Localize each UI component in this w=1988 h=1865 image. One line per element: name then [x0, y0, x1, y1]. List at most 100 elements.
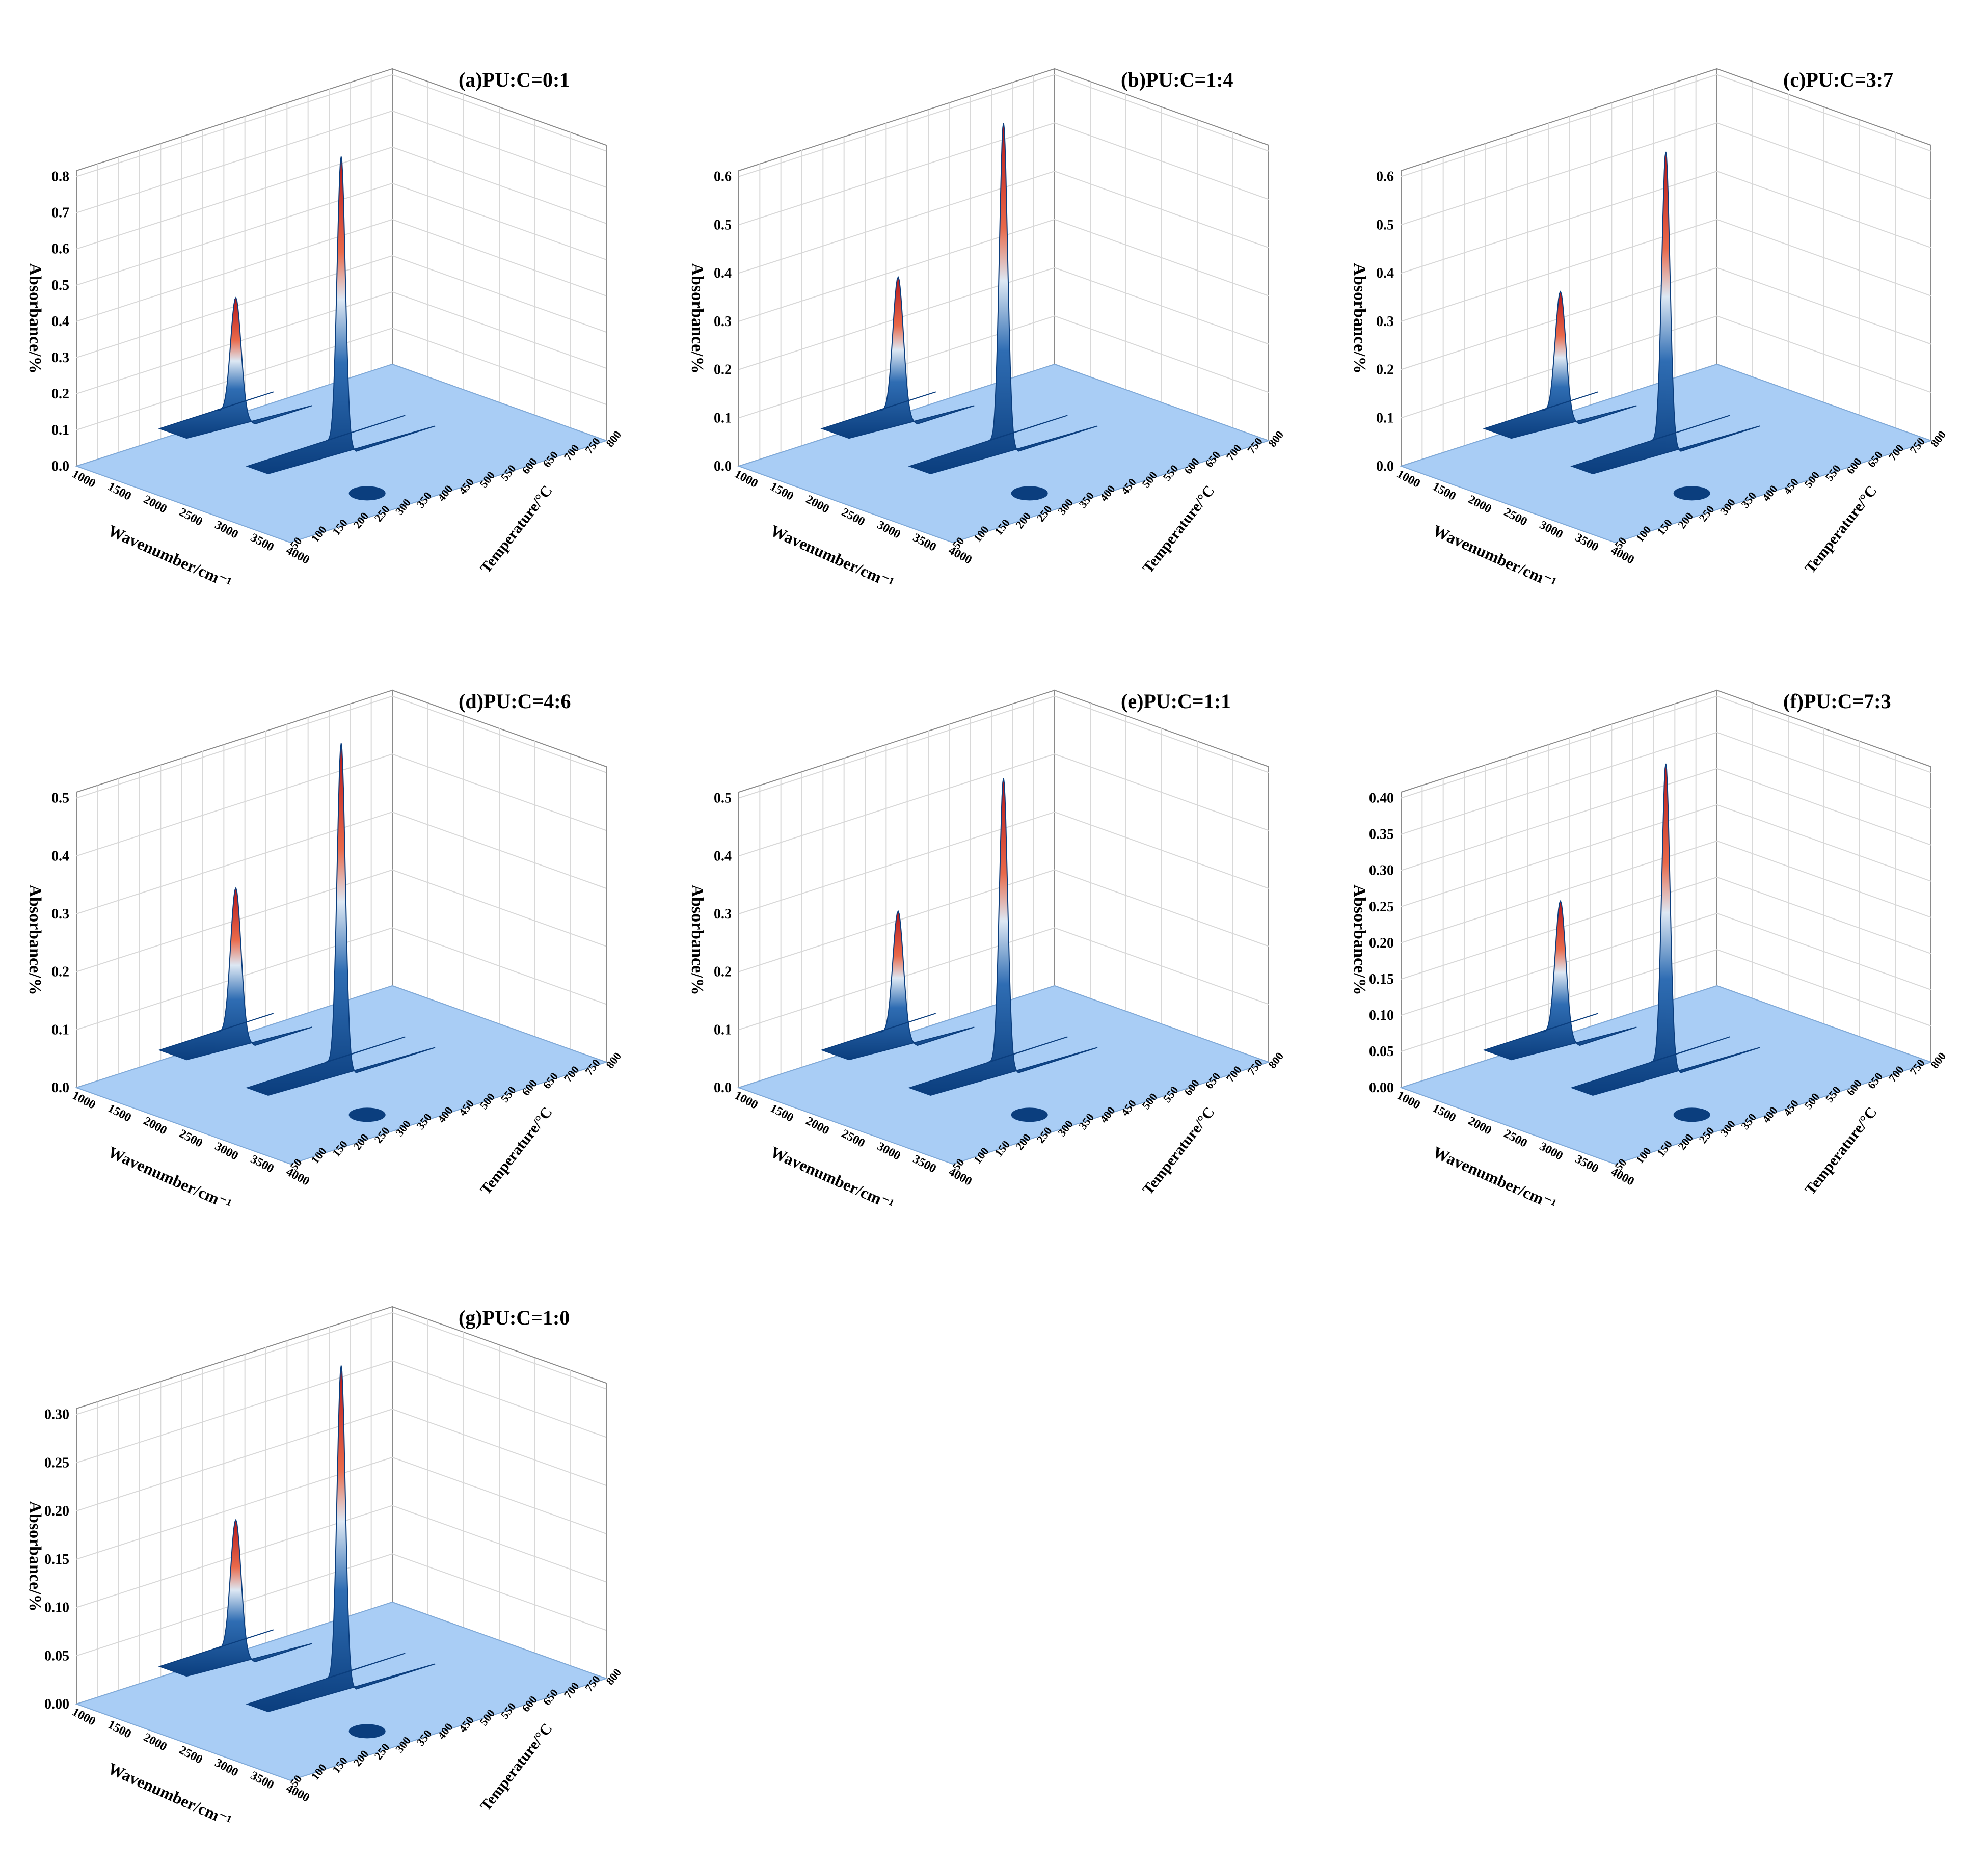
grid-line	[738, 122, 1269, 226]
peak-3600	[348, 1724, 386, 1739]
peak-2350	[908, 122, 1098, 475]
y-tick-label: 0.25	[44, 1455, 69, 1471]
grid-line	[738, 869, 1269, 972]
peak-1050	[1483, 290, 1637, 439]
panel-d: 0.0 0.1 0.2 0.3 0.4 0.5 Absorbance/% 1000 1500 20…	[10, 632, 673, 1248]
grid-line	[738, 267, 1269, 370]
chart-svg: 0.00 0.05 0.10 0.15 0.20 0.25 0.30 0.35 0.40 Abso…	[1350, 689, 1948, 1213]
y-axis-title: Absorbance/%	[25, 1501, 44, 1611]
grid-line	[76, 1312, 607, 1415]
z-axis-title: Temperature/°C	[1802, 1104, 1880, 1198]
y-tick-label: 0.5	[714, 217, 732, 233]
x-axis-title: Wavenumber/cm⁻¹	[768, 521, 897, 592]
y-tick-label: 0.2	[51, 386, 69, 402]
peak-1050	[820, 276, 975, 439]
y-axis-title: Absorbance/%	[1350, 884, 1369, 995]
y-tick-label: 0.2	[714, 362, 732, 378]
grid-line	[76, 327, 607, 430]
y-tick-label: 0.4	[714, 848, 732, 864]
y-tick-label: 0.00	[1369, 1080, 1394, 1096]
y-tick-label: 0.10	[1369, 1008, 1394, 1023]
y-tick-label: 0.3	[1376, 314, 1394, 330]
x-axis-title: Wavenumber/cm⁻¹	[1430, 521, 1559, 592]
grid-line	[738, 927, 1269, 1031]
y-axis-title: Absorbance/%	[688, 884, 707, 995]
grid-line	[1401, 732, 1931, 835]
y-tick-label: 0.30	[1369, 863, 1394, 879]
grid-line	[76, 1409, 607, 1512]
grid-line	[1401, 171, 1931, 274]
grid-line	[738, 219, 1269, 322]
y-tick-label: 0.3	[51, 350, 69, 366]
grid-line	[738, 315, 1269, 419]
grid-line	[76, 1360, 607, 1464]
chart-svg: 0.00.10.20.30.40.50.6Absorbance/%1000150…	[1350, 68, 1948, 592]
chart-svg: 0.00.10.20.30.40.5Absorbance/%1000150020…	[688, 689, 1286, 1213]
y-tick-label: 0.10	[44, 1600, 69, 1616]
peak-3600	[348, 1107, 386, 1122]
grid-line	[1401, 840, 1931, 943]
x-axis-title: Wavenumber/cm⁻¹	[768, 1143, 897, 1213]
panel-title: (d)PU:C=4:6	[459, 690, 571, 713]
peak-3600	[1673, 486, 1710, 501]
y-tick-label: 0.2	[1376, 362, 1394, 378]
y-tick-label: 0.5	[714, 791, 732, 806]
y-tick-label: 0.05	[1369, 1044, 1394, 1060]
peak-1050	[820, 910, 975, 1061]
y-tick-label: 0.25	[1369, 899, 1394, 915]
y-tick-label: 0.20	[44, 1503, 69, 1519]
peak-3600	[1011, 486, 1048, 501]
grid-line	[1401, 876, 1931, 980]
grid-line	[76, 110, 607, 213]
panel-title: (e)PU:C=1:1	[1121, 690, 1231, 713]
y-tick-label: 0.0	[51, 1080, 69, 1096]
y-tick-label: 0.5	[1376, 217, 1394, 233]
y-tick-label: 0.20	[1369, 935, 1394, 951]
peak-3600	[1011, 1107, 1048, 1122]
peak-2350	[246, 1365, 436, 1713]
grid-line	[76, 927, 607, 1031]
z-axis-title: Temperature/°C	[1139, 1104, 1218, 1198]
y-tick-label: 0.15	[1369, 971, 1394, 987]
z-axis-title: Temperature/°C	[477, 1104, 555, 1198]
y-tick-label: 0.4	[51, 848, 69, 864]
peak-2350	[246, 156, 436, 475]
grid-line	[76, 753, 607, 857]
y-axis-title: Absorbance/%	[1350, 263, 1369, 373]
y-axis-title: Absorbance/%	[25, 263, 44, 373]
grid-line	[1401, 74, 1931, 177]
panel-a: 0.0 0.1 0.2 0.3 0.4 0.5 0.6 0.7 0.8 Absorbance/% 1…	[10, 10, 673, 627]
grid-line	[76, 869, 607, 972]
panel-title: (a)PU:C=0:1	[459, 68, 570, 91]
y-tick-label: 0.1	[714, 1022, 732, 1038]
grid-line	[76, 1505, 607, 1608]
z-axis-title: Temperature/°C	[1802, 482, 1880, 577]
grid-line	[76, 1456, 607, 1560]
grid-line	[1401, 949, 1931, 1052]
peak-1050	[158, 1519, 312, 1677]
grid-line	[1401, 315, 1931, 419]
grid-line	[738, 811, 1269, 914]
peak-1050	[1483, 900, 1637, 1061]
y-tick-label: 0.30	[44, 1407, 69, 1423]
grid-line	[1401, 219, 1931, 322]
panel-title: (g)PU:C=1:0	[459, 1306, 570, 1329]
peak-1050	[158, 886, 312, 1061]
grid-line	[738, 695, 1269, 799]
chart-svg: 0.00.10.20.30.40.50.6Absorbance/%1000150…	[688, 68, 1286, 592]
y-tick-label: 0.3	[51, 906, 69, 922]
chart-svg: 0.00.10.20.30.40.50.60.70.8Absorbance/%1…	[25, 68, 624, 592]
y-tick-label: 0.8	[51, 169, 69, 185]
grid-line	[76, 219, 607, 322]
x-axis-title: Wavenumber/cm⁻¹	[105, 1143, 234, 1213]
y-tick-label: 0.3	[714, 314, 732, 330]
y-axis-title: Absorbance/%	[25, 884, 44, 995]
peak-2350	[1570, 151, 1760, 475]
y-tick-label: 0.00	[44, 1696, 69, 1712]
y-tick-label: 0.2	[51, 964, 69, 980]
z-axis-title: Temperature/°C	[477, 1720, 555, 1815]
chart-svg: 0.00.10.20.30.40.5Absorbance/%1000150020…	[25, 689, 624, 1213]
grid-line	[76, 1553, 607, 1657]
grid-line	[1401, 768, 1931, 871]
